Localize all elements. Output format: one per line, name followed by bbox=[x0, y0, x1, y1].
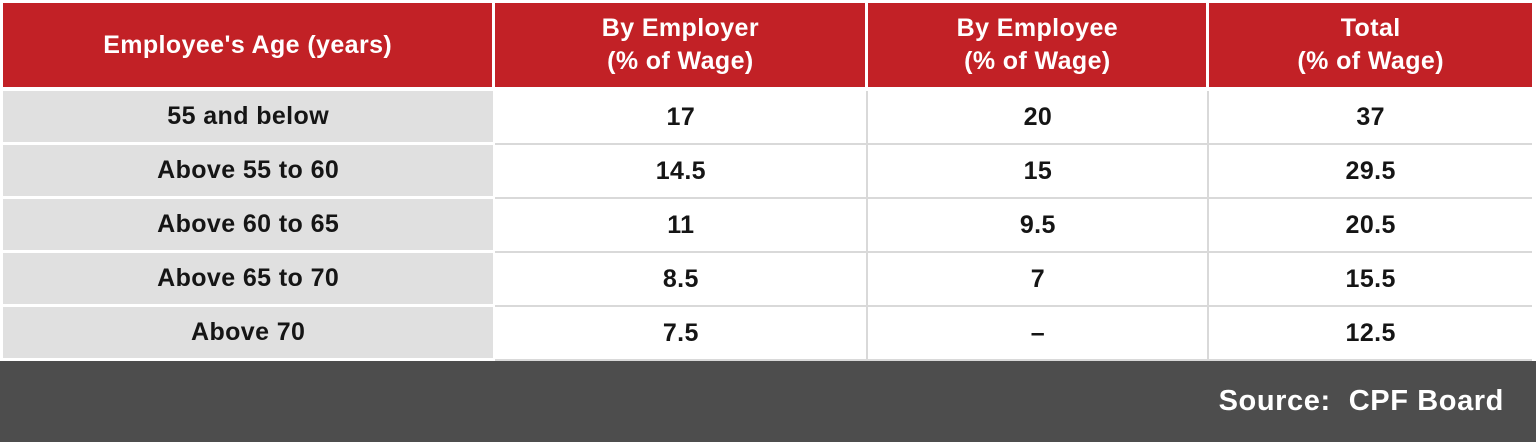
total-value-cell: 15.5 bbox=[1209, 253, 1532, 307]
employer-value-cell: 7.5 bbox=[495, 307, 869, 361]
age-cell: Above 70 bbox=[3, 307, 496, 361]
table-row: Above 55 to 60 14.5 15 29.5 bbox=[3, 145, 1532, 199]
source-value: CPF Board bbox=[1348, 385, 1504, 417]
col-header-total-label: Total bbox=[1340, 14, 1401, 42]
col-header-employer-label: By Employer bbox=[601, 14, 759, 42]
col-header-employer-sublabel: (% of Wage) bbox=[607, 47, 754, 75]
table-row: 55 and below 17 20 37 bbox=[3, 91, 1532, 145]
employer-value-cell: 17 bbox=[495, 91, 869, 145]
col-header-total-sublabel: (% of Wage) bbox=[1297, 47, 1444, 75]
table-row: Above 70 7.5 – 12.5 bbox=[3, 307, 1532, 361]
table-container: Employee's Age (years) By Employer (% of… bbox=[3, 3, 1532, 361]
employee-value-cell: – bbox=[868, 307, 1210, 361]
employee-value-cell: 20 bbox=[868, 91, 1210, 145]
employer-value-cell: 11 bbox=[495, 199, 869, 253]
age-cell: 55 and below bbox=[3, 91, 496, 145]
age-cell: Above 55 to 60 bbox=[3, 145, 496, 199]
col-header-total: Total (% of Wage) bbox=[1209, 3, 1532, 91]
col-header-employee-sublabel: (% of Wage) bbox=[964, 47, 1111, 75]
total-value-cell: 20.5 bbox=[1209, 199, 1532, 253]
total-value-cell: 29.5 bbox=[1209, 145, 1532, 199]
employee-value-cell: 15 bbox=[868, 145, 1210, 199]
col-header-age-label: Employee's Age (years) bbox=[103, 30, 393, 59]
employee-value-cell: 9.5 bbox=[868, 199, 1210, 253]
col-header-employer: By Employer (% of Wage) bbox=[495, 3, 869, 91]
cpf-contribution-table: Employee's Age (years) By Employer (% of… bbox=[3, 3, 1532, 361]
col-header-employee: By Employee (% of Wage) bbox=[868, 3, 1210, 91]
total-value-cell: 37 bbox=[1209, 91, 1532, 145]
source-bar: Source: CPF Board bbox=[0, 361, 1536, 442]
col-header-age: Employee's Age (years) bbox=[3, 3, 496, 91]
total-value-cell: 12.5 bbox=[1209, 307, 1532, 361]
employee-value-cell: 7 bbox=[868, 253, 1210, 307]
header-row: Employee's Age (years) By Employer (% of… bbox=[3, 3, 1532, 91]
age-cell: Above 65 to 70 bbox=[3, 253, 496, 307]
source-label: Source: bbox=[1218, 385, 1331, 417]
employer-value-cell: 8.5 bbox=[495, 253, 869, 307]
table-row: Above 60 to 65 11 9.5 20.5 bbox=[3, 199, 1532, 253]
age-cell: Above 60 to 65 bbox=[3, 199, 496, 253]
table-row: Above 65 to 70 8.5 7 15.5 bbox=[3, 253, 1532, 307]
employer-value-cell: 14.5 bbox=[495, 145, 869, 199]
col-header-employee-label: By Employee bbox=[956, 14, 1119, 42]
